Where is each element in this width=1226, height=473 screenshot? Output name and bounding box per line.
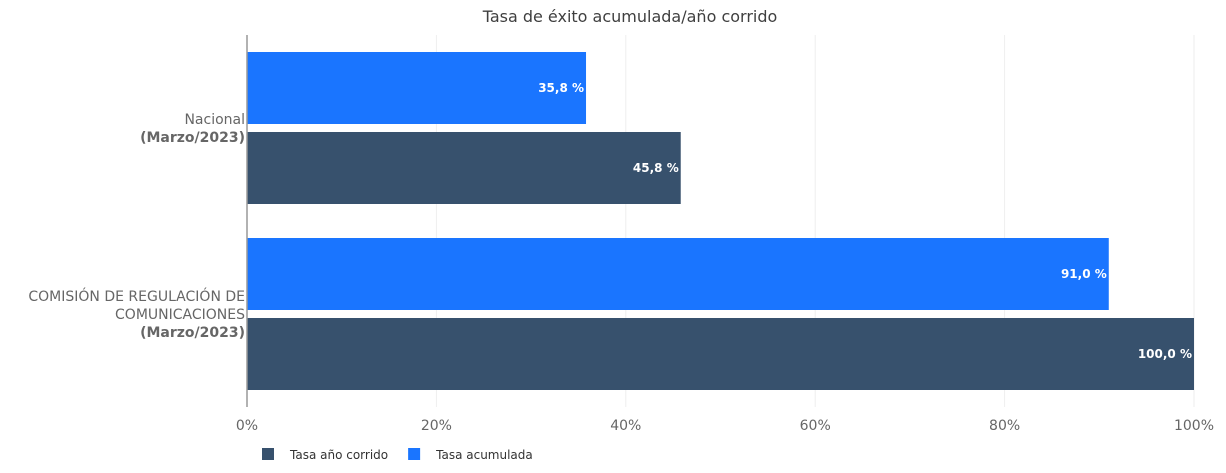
bar[interactable] xyxy=(247,132,681,204)
x-tick-label: 40% xyxy=(610,418,641,434)
category-date-label: (Marzo/2023) xyxy=(140,325,245,341)
category-label: Nacional xyxy=(184,112,245,128)
category-label: COMUNICACIONES xyxy=(115,307,245,323)
bar[interactable] xyxy=(247,52,586,124)
x-tick-label: 60% xyxy=(800,418,831,434)
legend-swatch xyxy=(408,448,420,460)
category-labels: Nacional (Marzo/2023) COMISIÓN DE REGULACI… xyxy=(28,112,245,341)
category-date-label: (Marzo/2023) xyxy=(140,130,245,146)
data-label: 91,0 % xyxy=(1061,267,1107,281)
data-label: 45,8 % xyxy=(633,161,679,175)
legend-item[interactable]: Tasa acumulada xyxy=(408,448,533,462)
bar[interactable] xyxy=(247,238,1109,310)
x-tick-label: 0% xyxy=(236,418,258,434)
data-label: 100,0 % xyxy=(1138,347,1192,361)
legend-item[interactable]: Tasa año corrido xyxy=(262,448,388,462)
data-label: 35,8 % xyxy=(538,81,584,95)
x-tick-label: 20% xyxy=(421,418,452,434)
x-tick-label: 80% xyxy=(989,418,1020,434)
bars xyxy=(247,52,1194,390)
category-label: COMISIÓN DE REGULACIÓN DE xyxy=(28,287,245,305)
x-axis-ticks: 0% 20% 40% 60% 80% 100% xyxy=(236,418,1214,434)
legend-swatch xyxy=(262,448,274,460)
chart-title: Tasa de éxito acumulada/año corrido xyxy=(482,7,778,26)
legend[interactable]: Tasa año corrido Tasa acumulada xyxy=(262,448,533,462)
x-tick-label: 100% xyxy=(1174,418,1214,434)
bar[interactable] xyxy=(247,318,1194,390)
legend-label: Tasa acumulada xyxy=(435,448,533,462)
legend-label: Tasa año corrido xyxy=(289,448,388,462)
